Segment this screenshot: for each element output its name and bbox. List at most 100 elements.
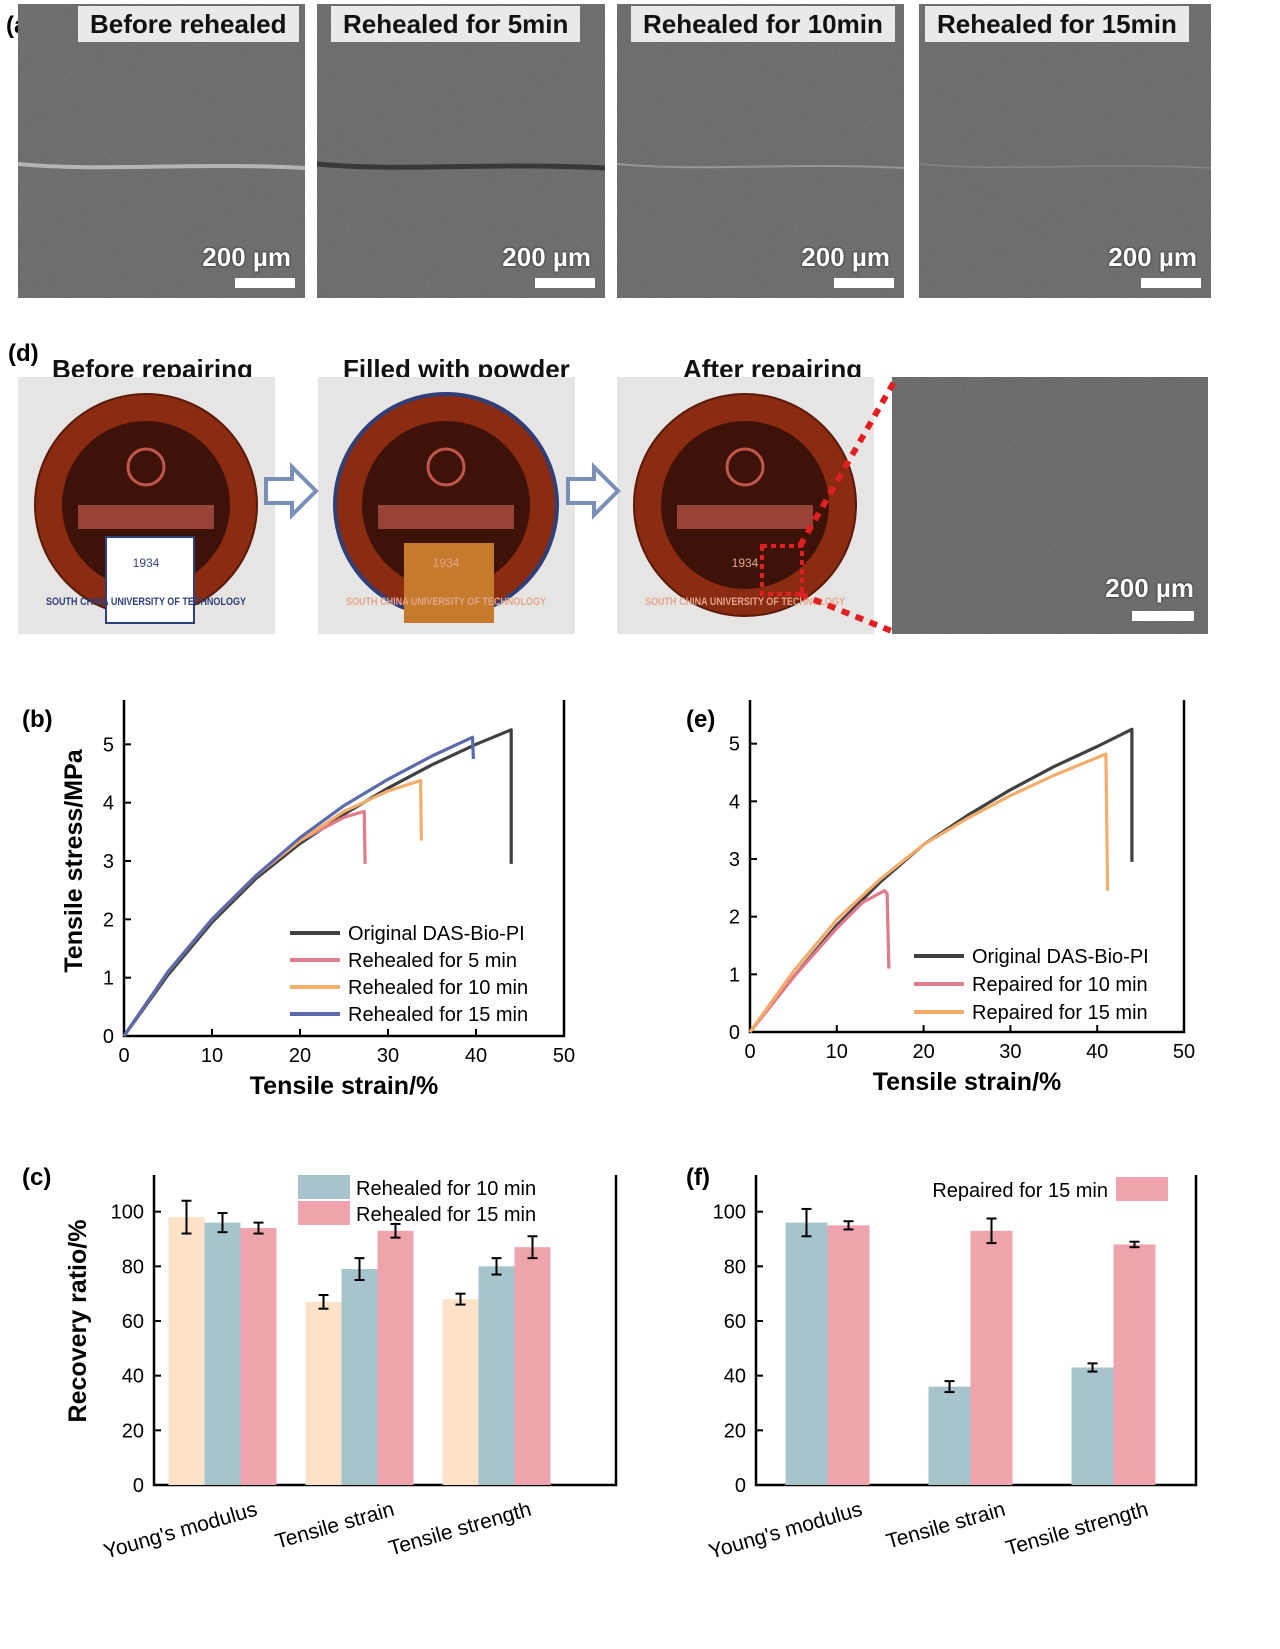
seal-gate xyxy=(677,505,813,529)
panel-label-b: (b) xyxy=(22,706,53,733)
seal-gate xyxy=(78,505,214,529)
y-tick-label: 1 xyxy=(103,968,114,990)
legend-label: Repaired for 15 min xyxy=(972,1002,1148,1024)
bar xyxy=(377,1230,414,1485)
bar xyxy=(514,1247,551,1485)
sem-texture xyxy=(317,4,605,298)
series-line xyxy=(122,735,475,1037)
legend-swatch xyxy=(1116,1177,1168,1201)
scale-bar-label: 200 µm xyxy=(502,242,591,272)
category-label: Tensile strain xyxy=(273,1498,397,1554)
legend-label: Repaired for 15 min xyxy=(932,1180,1108,1202)
y-tick-label: 100 xyxy=(713,1202,746,1224)
sem-crack xyxy=(617,163,904,169)
sem-label: Rehealed for 5min xyxy=(331,6,581,42)
bar xyxy=(1071,1367,1114,1485)
bar xyxy=(827,1225,870,1485)
sem-crack xyxy=(18,162,305,170)
seal-text: SOUTH CHINA UNIVERSITY OF TECHNOLOGY xyxy=(645,596,846,608)
y-tick-label: 0 xyxy=(735,1475,746,1497)
scale-bar xyxy=(535,278,595,288)
bar xyxy=(240,1228,277,1485)
seal-text: SOUTH CHINA UNIVERSITY OF TECHNOLOGY xyxy=(46,596,247,608)
seal-text: SOUTH CHINA UNIVERSITY OF TECHNOLOGY xyxy=(346,596,547,608)
scale-bar xyxy=(235,278,295,288)
sem-crack xyxy=(919,163,1211,169)
x-tick-label: 30 xyxy=(377,1045,399,1067)
bar xyxy=(204,1222,241,1485)
panel-label-d: (d) xyxy=(8,340,39,367)
legend-label: Rehealed for 10 min xyxy=(356,1178,536,1200)
chart-c-recovery-bars: 020406080100120Recovery ratio/%Young's m… xyxy=(64,1175,618,1564)
panel-label-f: (f) xyxy=(686,1164,710,1191)
sem-label: Before rehealed xyxy=(78,6,299,42)
legend-label: Rehealed for 15 min xyxy=(356,1204,536,1226)
x-tick-label: 0 xyxy=(118,1045,129,1067)
legend-swatch xyxy=(298,1175,350,1199)
y-tick-label: 40 xyxy=(724,1366,746,1388)
panel-label-c: (c) xyxy=(22,1164,52,1191)
seal-emblem xyxy=(126,447,166,487)
y-tick-label: 40 xyxy=(122,1366,144,1388)
y-tick-label: 5 xyxy=(729,734,740,756)
seal-cut-area xyxy=(105,536,195,624)
y-tick-label: 0 xyxy=(729,1022,740,1044)
legend-label: Original DAS-Bio-PI xyxy=(348,923,525,945)
series-line xyxy=(122,809,367,1037)
y-tick-label: 100 xyxy=(111,1202,144,1224)
bar xyxy=(341,1269,378,1485)
legend-label: Rehealed for 15 min xyxy=(348,1004,528,1026)
sem-texture xyxy=(18,4,305,298)
y-tick-label: 60 xyxy=(122,1311,144,1333)
y-tick-label: 20 xyxy=(122,1420,144,1442)
sem-image: Rehealed for 15min 200 µm xyxy=(919,4,1211,298)
x-tick-label: 40 xyxy=(465,1045,487,1067)
x-tick-label: 50 xyxy=(1173,1041,1195,1063)
series-line xyxy=(122,728,513,1037)
sem-crack xyxy=(317,161,605,171)
y-tick-label: 60 xyxy=(724,1311,746,1333)
scale-bar-label: 200 µm xyxy=(1105,573,1194,603)
category-label: Tensile strain xyxy=(884,1498,1008,1554)
panel-label-e: (e) xyxy=(686,706,716,733)
y-tick-label: 0 xyxy=(103,1026,114,1048)
y-axis-label: Tensile stress/MPa xyxy=(60,748,88,972)
y-tick-label: 20 xyxy=(724,1420,746,1442)
category-label: Young's modulus xyxy=(101,1498,260,1564)
seal-year: 1934 xyxy=(133,556,160,570)
y-tick-label: 80 xyxy=(724,1256,746,1278)
seal-year: 1934 xyxy=(433,556,460,570)
seal-gate xyxy=(378,505,514,529)
legend-label: Repaired for 10 min xyxy=(972,974,1148,996)
seal-emblem xyxy=(725,447,765,487)
arrow-right-icon xyxy=(566,462,621,520)
sem-inset: 200 µm xyxy=(892,377,1208,634)
x-tick-label: 50 xyxy=(553,1045,575,1067)
powder-fill xyxy=(404,543,494,623)
series-line xyxy=(748,752,1110,1033)
chart-f-recovery-bars: 020406080100120Recovery ratio/%Young's m… xyxy=(708,1175,1198,1564)
bar xyxy=(305,1301,342,1485)
scale-bar-label: 200 µm xyxy=(202,242,291,272)
category-label: Young's modulus xyxy=(708,1498,865,1564)
y-tick-label: 2 xyxy=(103,909,114,931)
sem-image: Before rehealed 200 µm xyxy=(18,4,305,298)
sem-label: Rehealed for 15min xyxy=(925,6,1189,42)
x-tick-label: 10 xyxy=(201,1045,223,1067)
bar xyxy=(785,1222,828,1485)
seal-year: 1934 xyxy=(732,556,759,570)
sem-image: Rehealed for 10min 200 µm xyxy=(617,4,904,298)
y-tick-label: 0 xyxy=(133,1475,144,1497)
photo-seal: 1934 SOUTH CHINA UNIVERSITY OF TECHNOLOGY xyxy=(18,377,275,634)
bar xyxy=(970,1230,1013,1485)
sem-image: Rehealed for 5min 200 µm xyxy=(317,4,605,298)
scale-bar xyxy=(834,278,894,288)
scale-bar xyxy=(1132,611,1194,621)
x-tick-label: 10 xyxy=(826,1041,848,1063)
y-tick-label: 1 xyxy=(729,964,740,986)
series-line xyxy=(748,889,891,1033)
y-tick-label: 4 xyxy=(729,791,740,813)
x-tick-label: 20 xyxy=(289,1045,311,1067)
y-tick-label: 3 xyxy=(729,849,740,871)
bar xyxy=(478,1266,515,1485)
